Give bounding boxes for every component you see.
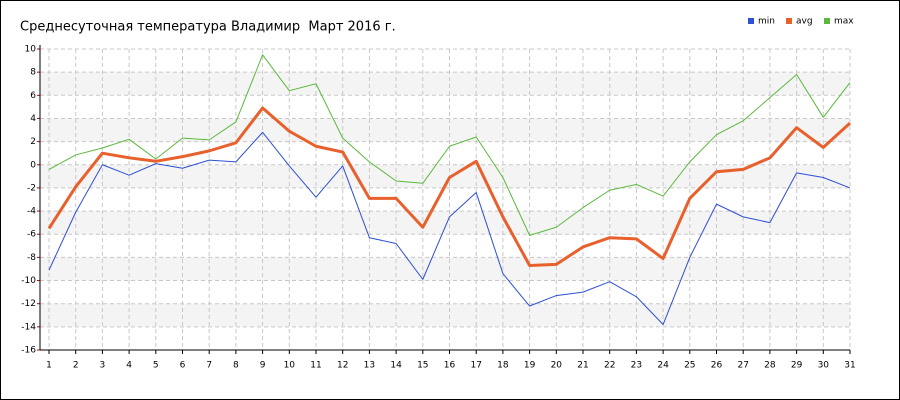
grid-band [40, 257, 850, 281]
x-tick-label: 24 [657, 361, 669, 371]
x-tick-label: 25 [684, 361, 695, 371]
x-tick-label: 27 [737, 361, 748, 371]
grid-band [40, 211, 850, 235]
series-line [48, 131, 851, 326]
x-tick-label: 6 [180, 361, 186, 371]
y-tick-label: 0 [30, 160, 36, 170]
grid-band [40, 72, 850, 96]
x-tick-label: 7 [206, 361, 212, 371]
grid-band [40, 164, 850, 188]
y-tick-label: 10 [25, 45, 37, 55]
y-tick-label: -10 [21, 276, 36, 286]
y-tick-label: -8 [27, 253, 36, 263]
legend-label: min [758, 17, 775, 27]
y-tick-label: 4 [30, 114, 36, 124]
x-tick-label: 13 [364, 361, 375, 371]
legend-label: avg [796, 17, 813, 27]
x-tick-label: 14 [390, 361, 402, 371]
chart-title: Среднесуточная температура Владимир Март… [20, 20, 396, 35]
x-tick-label: 23 [631, 361, 642, 371]
x-tick-label: 30 [818, 361, 830, 371]
x-tick-label: 21 [577, 361, 588, 371]
x-tick-label: 10 [284, 361, 296, 371]
x-tick-label: 28 [764, 361, 776, 371]
legend-swatch [748, 18, 754, 24]
series-line [48, 54, 851, 236]
legend-label: max [834, 17, 854, 27]
x-tick-label: 5 [153, 361, 159, 371]
x-tick-label: 12 [337, 361, 348, 371]
x-tick-label: 18 [497, 361, 509, 371]
x-tick-label: 16 [444, 361, 456, 371]
x-tick-label: 26 [711, 361, 723, 371]
x-tick-label: 15 [417, 361, 428, 371]
y-tick-label: -6 [27, 230, 36, 240]
x-tick-label: 31 [844, 361, 855, 371]
x-tick-label: 4 [126, 361, 132, 371]
y-tick-label: 2 [30, 137, 36, 147]
x-tick-label: 11 [310, 361, 321, 371]
y-tick-label: -12 [21, 299, 36, 309]
y-tick-label: -16 [21, 346, 36, 356]
y-tick-label: -4 [27, 207, 36, 217]
x-tick-label: 20 [551, 361, 563, 371]
legend-swatch [824, 18, 830, 24]
x-tick-label: 19 [524, 361, 536, 371]
x-tick-label: 9 [260, 361, 266, 371]
series-line [47, 106, 852, 267]
x-tick-label: 22 [604, 361, 615, 371]
grid-band [40, 303, 850, 327]
grid-band [40, 118, 850, 142]
y-tick-label: 8 [30, 68, 36, 78]
legend-swatch [786, 18, 792, 24]
x-tick-label: 3 [100, 361, 106, 371]
x-tick-label: 29 [791, 361, 803, 371]
x-tick-label: 2 [73, 361, 79, 371]
y-tick-label: -2 [27, 183, 36, 193]
x-tick-label: 17 [470, 361, 481, 371]
x-tick-label: 8 [233, 361, 239, 371]
y-tick-label: -14 [21, 322, 36, 332]
y-tick-label: 6 [30, 91, 36, 101]
x-tick-label: 1 [46, 361, 52, 371]
